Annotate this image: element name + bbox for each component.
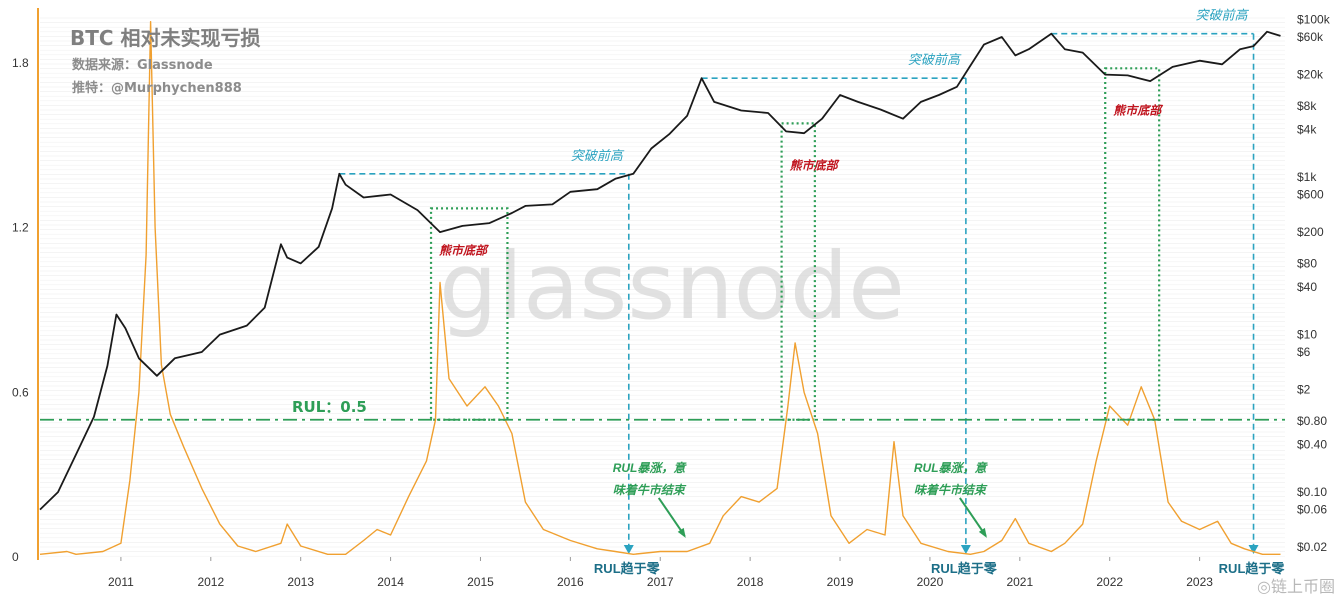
rul-spike-note: RUL暴涨，意	[914, 461, 989, 475]
y-right-tick-label: $0.80	[1297, 414, 1327, 428]
rul-zero-label: RUL趋于零	[1219, 561, 1286, 576]
x-tick-label: 2017	[647, 575, 674, 589]
y-right-tick-label: $4k	[1297, 123, 1317, 137]
y-right-tick-label: $100k	[1297, 13, 1331, 27]
footer-watermark: ◎链上币圈	[1257, 577, 1335, 596]
y-left-tick-label: 1.8	[12, 56, 29, 70]
y-right-tick-label: $0.02	[1297, 540, 1327, 554]
y-left-tick-label: 1.2	[12, 221, 29, 235]
y-right-tick-label: $40	[1297, 280, 1317, 294]
x-tick-label: 2011	[108, 575, 134, 589]
y-right-tick-label: $1k	[1297, 170, 1317, 184]
chart-title: BTC 相对未实现亏损	[70, 26, 261, 50]
rul-spike-note: 味着牛市结束	[914, 483, 988, 497]
y-right-tick-label: $200	[1297, 225, 1324, 239]
author-handle: 推特：@Murphychen888	[72, 81, 242, 96]
threshold-label: RUL：0.5	[292, 398, 367, 416]
y-left-tick-label: 0	[12, 550, 19, 564]
y-right-tick-label: $2	[1297, 383, 1311, 397]
y-right-tick-label: $6	[1297, 345, 1311, 359]
y-right-tick-label: $0.40	[1297, 438, 1327, 452]
x-tick-label: 2016	[557, 575, 584, 589]
y-right-tick-label: $20k	[1297, 68, 1324, 82]
y-right-tick-label: $8k	[1297, 99, 1317, 113]
x-tick-label: 2019	[827, 575, 854, 589]
y-left-tick-label: 0.6	[12, 385, 29, 399]
y-right-tick-label: $10	[1297, 328, 1317, 342]
rul-spike-arrow	[959, 497, 987, 537]
ath-drop-arrow	[623, 545, 634, 554]
y-right-tick-label: $80	[1297, 256, 1317, 270]
bear-bottom-label: 熊市底部	[1113, 103, 1163, 117]
rul-zero-label: RUL趋于零	[931, 561, 998, 576]
x-tick-label: 2020	[917, 575, 944, 589]
x-tick-label: 2018	[737, 575, 764, 589]
grid-lines	[40, 17, 1285, 557]
rul-spike-note: 味着牛市结束	[613, 483, 687, 497]
watermark: glassnode	[439, 233, 905, 340]
bear-bottom-label: 熊市底部	[439, 243, 489, 257]
x-tick-label: 2015	[467, 575, 494, 589]
rul-spike-arrowhead	[677, 527, 686, 538]
annotations: RUL趋于零 RUL趋于零 RUL趋于零RUL暴涨，意味着牛市结束RUL暴涨，意味着…	[594, 461, 1285, 576]
price-series-line	[39, 30, 1281, 511]
x-tick-label: 2013	[287, 575, 314, 589]
y-right-tick-label: $0.06	[1297, 503, 1327, 517]
data-source: 数据来源：Glassnode	[72, 58, 213, 73]
bear-bottom-box	[1104, 67, 1161, 421]
rul-spike-arrow	[657, 497, 686, 537]
bear-bottom-label: 熊市底部	[790, 158, 840, 172]
x-axis: 2011 2012 2013 2014 2015 2016 2017 2018 2019 2020…	[108, 557, 1213, 589]
x-tick-label: 2022	[1096, 575, 1123, 589]
x-tick-label: 2023	[1186, 575, 1213, 589]
x-tick-label: 2014	[377, 575, 404, 589]
ath-label: 突破前高	[908, 52, 962, 67]
rul-series-line	[39, 21, 1281, 555]
ath-drop-arrow	[1248, 545, 1259, 554]
rul-spike-arrowhead	[978, 527, 987, 538]
rul-spike-note: RUL暴涨，意	[613, 461, 688, 475]
ath-drop-arrow	[960, 545, 971, 554]
ath-label: 突破前高	[571, 148, 625, 163]
y-axis-right: $0.02 $0.06 $0.10 $0.40 $0.80 $2 $6 $10 $40 $80 $2…	[1297, 13, 1331, 555]
ath-label: 突破前高	[1196, 8, 1250, 23]
x-tick-label: 2021	[1006, 575, 1033, 589]
y-right-tick-label: $600	[1297, 188, 1324, 202]
rul-zero-label: RUL趋于零	[594, 561, 661, 576]
x-tick-label: 2012	[197, 575, 224, 589]
y-right-tick-label: $60k	[1297, 30, 1324, 44]
bear-bottom-box	[429, 207, 509, 421]
y-axis-left: 0 0.6 1.2 1.8	[12, 56, 29, 564]
y-right-tick-label: $0.10	[1297, 485, 1327, 499]
